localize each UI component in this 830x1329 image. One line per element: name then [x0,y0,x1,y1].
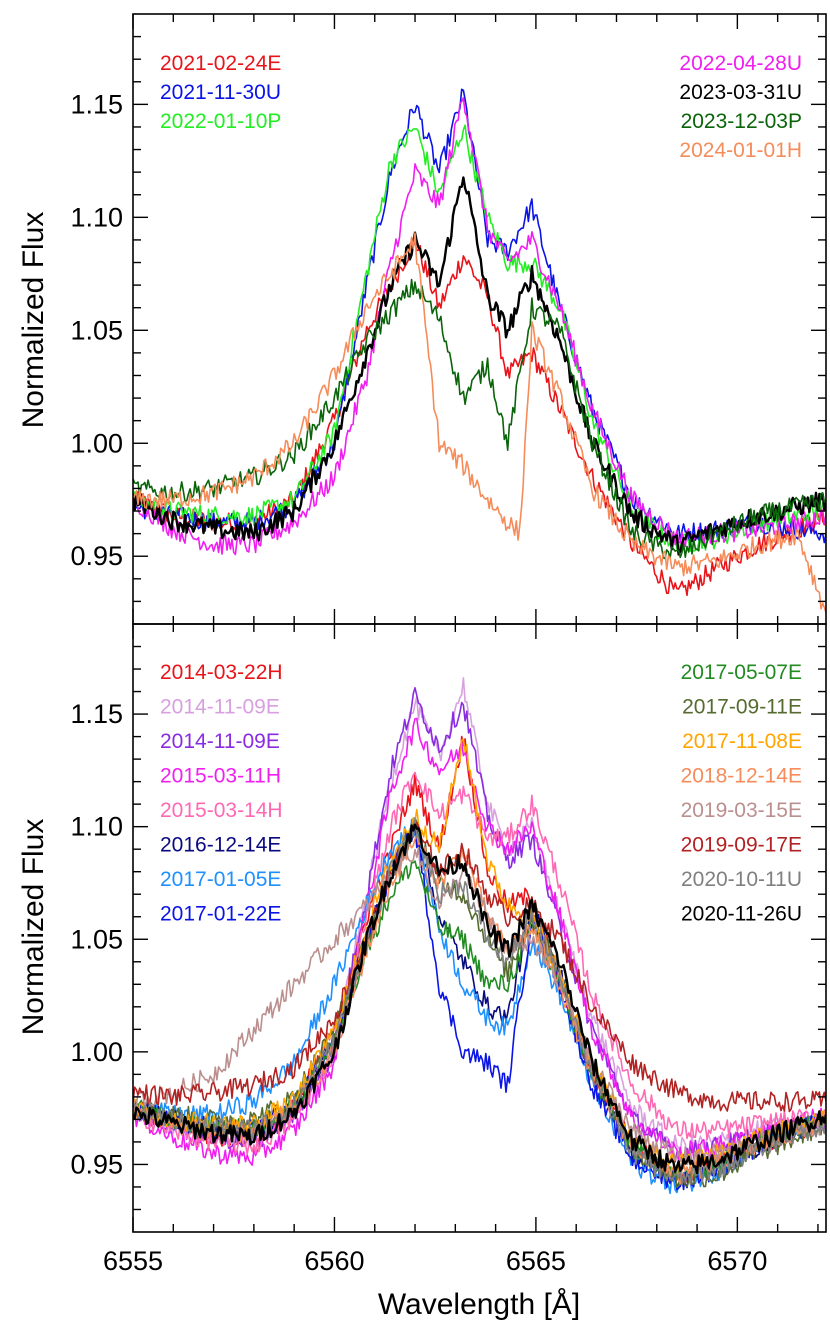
x-axis-label: Wavelength [Å] [378,1288,580,1321]
legend-entry-right: 2023-12-03P [681,110,802,133]
y-tick-label: 1.05 [70,924,123,954]
legend-entry-left: 2014-11-09E [160,730,280,753]
legend-entry-right: 2020-11-26U [681,903,802,926]
series-line-2019-09-17E [133,821,826,1113]
legend-entry-right: 2018-12-14E [681,765,802,788]
legend-entry-right: 2019-09-17E [681,834,802,857]
x-tick-label: 6565 [506,1246,566,1276]
legend-entry-left: 2016-12-14E [160,834,281,857]
legend-entry-left: 2014-11-09E [160,696,280,719]
x-tick-label: 6570 [707,1246,767,1276]
legend-entry-right: 2017-09-11E [682,696,802,719]
legend-entry-left: 2021-11-30U [160,81,281,104]
legend-entry-left: 2017-01-05E [160,868,281,891]
legend-entry-left: 2021-02-24E [160,52,281,75]
plot-frame-bottom [132,623,827,1233]
y-tick-label: 1.00 [70,428,123,458]
y-tick-label: 1.00 [70,1037,123,1067]
y-axis-label-bottom: Normalized Flux [17,819,50,1036]
y-tick-label: 0.95 [70,1149,123,1179]
series-line-2023-03-31U [133,176,826,556]
y-tick-label: 1.05 [70,315,123,345]
legend-entry-left: 2015-03-14H [160,799,283,822]
y-tick-label: 1.15 [70,89,123,119]
legend-entry-right: 2024-01-01H [679,139,802,162]
y-tick-label: 1.10 [70,812,123,842]
panel-bottom: 6555 6560 6565 6570 0.95 1.00 1.05 1.10 1.15 2014… [70,623,827,1276]
series-line-2020-10-11U [133,817,826,1186]
series-group-top [133,88,826,613]
legend-entry-left: 2022-01-10P [160,110,281,133]
x-tick-label: 6555 [103,1246,163,1276]
legend-entry-right: 2023-03-31U [679,81,802,104]
series-line-2015-03-14H [133,771,826,1155]
x-tick-label: 6560 [304,1246,364,1276]
legend-entry-left: 2014-03-22H [160,661,283,684]
series-line-2020-11-26U [133,823,826,1175]
legend-entry-right: 2022-04-28U [679,52,802,75]
legend-entry-right: 2017-05-07E [681,661,802,684]
y-tick-label: 1.15 [70,699,123,729]
panel-top: 0.95 1.00 1.05 1.10 1.15 2021-02-24E 2021-11-3… [70,13,827,625]
series-line-2024-01-01H [133,232,826,613]
legend-entry-right: 2020-10-11U [681,868,802,891]
legend-entry-right: 2017-11-08E [682,730,802,753]
legend-entry-left: 2017-01-22E [160,903,281,926]
series-group-bottom [133,677,826,1195]
legend-entry-left: 2015-03-11H [160,765,281,788]
series-line-2017-09-11E [133,817,826,1189]
y-tick-label: 0.95 [70,541,123,571]
y-axis-label-top: Normalized Flux [17,212,50,429]
y-tick-label: 1.10 [70,202,123,232]
legend-entry-right: 2019-03-15E [681,799,802,822]
